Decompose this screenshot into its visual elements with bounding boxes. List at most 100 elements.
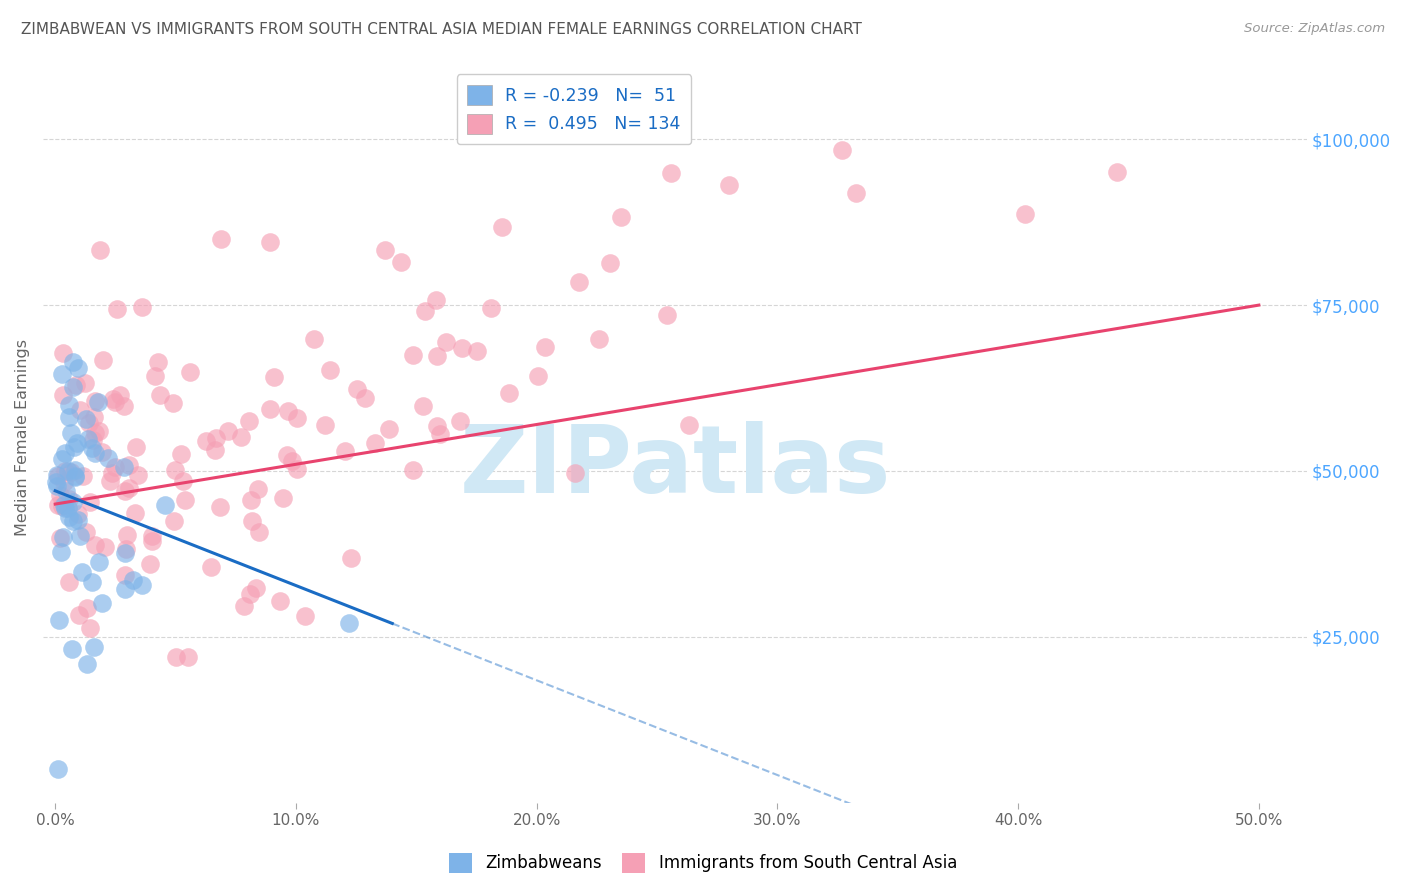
Point xyxy=(269,593,291,607)
Text: ZIPatlas: ZIPatlas xyxy=(460,421,891,513)
Point xyxy=(831,143,853,157)
Point xyxy=(60,642,83,657)
Point xyxy=(845,186,868,201)
Point xyxy=(118,481,141,495)
Point xyxy=(91,596,114,610)
Point xyxy=(314,417,336,432)
Point xyxy=(82,442,104,456)
Point xyxy=(114,546,136,560)
Point xyxy=(79,495,101,509)
Point xyxy=(67,513,90,527)
Point xyxy=(58,398,80,412)
Point xyxy=(374,243,396,257)
Point xyxy=(55,483,77,498)
Point xyxy=(49,531,72,545)
Point xyxy=(56,464,79,478)
Point xyxy=(141,529,163,543)
Point xyxy=(179,366,201,380)
Point xyxy=(114,568,136,582)
Point xyxy=(91,352,114,367)
Point xyxy=(354,391,377,405)
Point xyxy=(479,301,502,316)
Point xyxy=(337,616,360,631)
Point xyxy=(247,524,270,539)
Point xyxy=(200,560,222,574)
Point xyxy=(46,469,69,483)
Point xyxy=(65,468,87,483)
Point xyxy=(208,500,231,515)
Point xyxy=(66,361,89,376)
Point xyxy=(114,541,136,556)
Point xyxy=(259,402,281,417)
Point xyxy=(155,498,177,512)
Point xyxy=(69,403,91,417)
Point xyxy=(52,388,75,402)
Point xyxy=(65,470,87,484)
Point xyxy=(259,235,281,250)
Point xyxy=(72,469,94,483)
Text: ZIMBABWEAN VS IMMIGRANTS FROM SOUTH CENTRAL ASIA MEDIAN FEMALE EARNINGS CORRELAT: ZIMBABWEAN VS IMMIGRANTS FROM SOUTH CENT… xyxy=(21,22,862,37)
Point xyxy=(281,454,304,468)
Point xyxy=(53,464,76,478)
Point xyxy=(46,468,69,483)
Point xyxy=(86,395,108,409)
Point xyxy=(449,414,471,428)
Point xyxy=(401,348,423,362)
Point xyxy=(143,368,166,383)
Point xyxy=(389,255,412,269)
Point xyxy=(346,383,368,397)
Point xyxy=(87,555,110,569)
Point xyxy=(52,530,75,544)
Point xyxy=(82,433,104,447)
Point xyxy=(66,507,89,521)
Point xyxy=(131,301,153,315)
Point xyxy=(46,763,69,777)
Point xyxy=(104,459,127,474)
Point xyxy=(170,447,193,461)
Point xyxy=(195,434,218,448)
Point xyxy=(163,514,186,528)
Point xyxy=(131,578,153,592)
Point xyxy=(498,385,520,400)
Point xyxy=(217,424,239,438)
Point xyxy=(276,448,298,462)
Point xyxy=(465,343,488,358)
Point xyxy=(101,392,124,406)
Point xyxy=(49,488,72,502)
Point xyxy=(245,581,267,595)
Point xyxy=(364,436,387,450)
Point xyxy=(46,479,69,493)
Point xyxy=(84,446,107,460)
Point xyxy=(599,256,621,270)
Point xyxy=(657,308,679,322)
Point xyxy=(302,332,325,346)
Point xyxy=(162,396,184,410)
Point xyxy=(98,474,121,488)
Point xyxy=(83,409,105,424)
Point xyxy=(717,178,740,192)
Point xyxy=(401,463,423,477)
Point xyxy=(77,432,100,446)
Point xyxy=(610,211,633,225)
Point xyxy=(661,166,683,180)
Point xyxy=(49,545,72,559)
Point xyxy=(277,404,299,418)
Point xyxy=(568,275,591,289)
Point xyxy=(75,411,97,425)
Point xyxy=(83,640,105,655)
Point xyxy=(45,475,67,490)
Point xyxy=(89,244,111,258)
Point xyxy=(114,582,136,597)
Point xyxy=(426,418,449,433)
Point xyxy=(148,355,170,369)
Point xyxy=(53,501,76,516)
Point xyxy=(240,514,263,528)
Point xyxy=(527,368,550,383)
Point xyxy=(62,495,84,509)
Point xyxy=(121,573,143,587)
Point xyxy=(204,443,226,458)
Point xyxy=(377,422,399,436)
Point xyxy=(263,369,285,384)
Point xyxy=(172,474,194,488)
Point xyxy=(53,475,76,489)
